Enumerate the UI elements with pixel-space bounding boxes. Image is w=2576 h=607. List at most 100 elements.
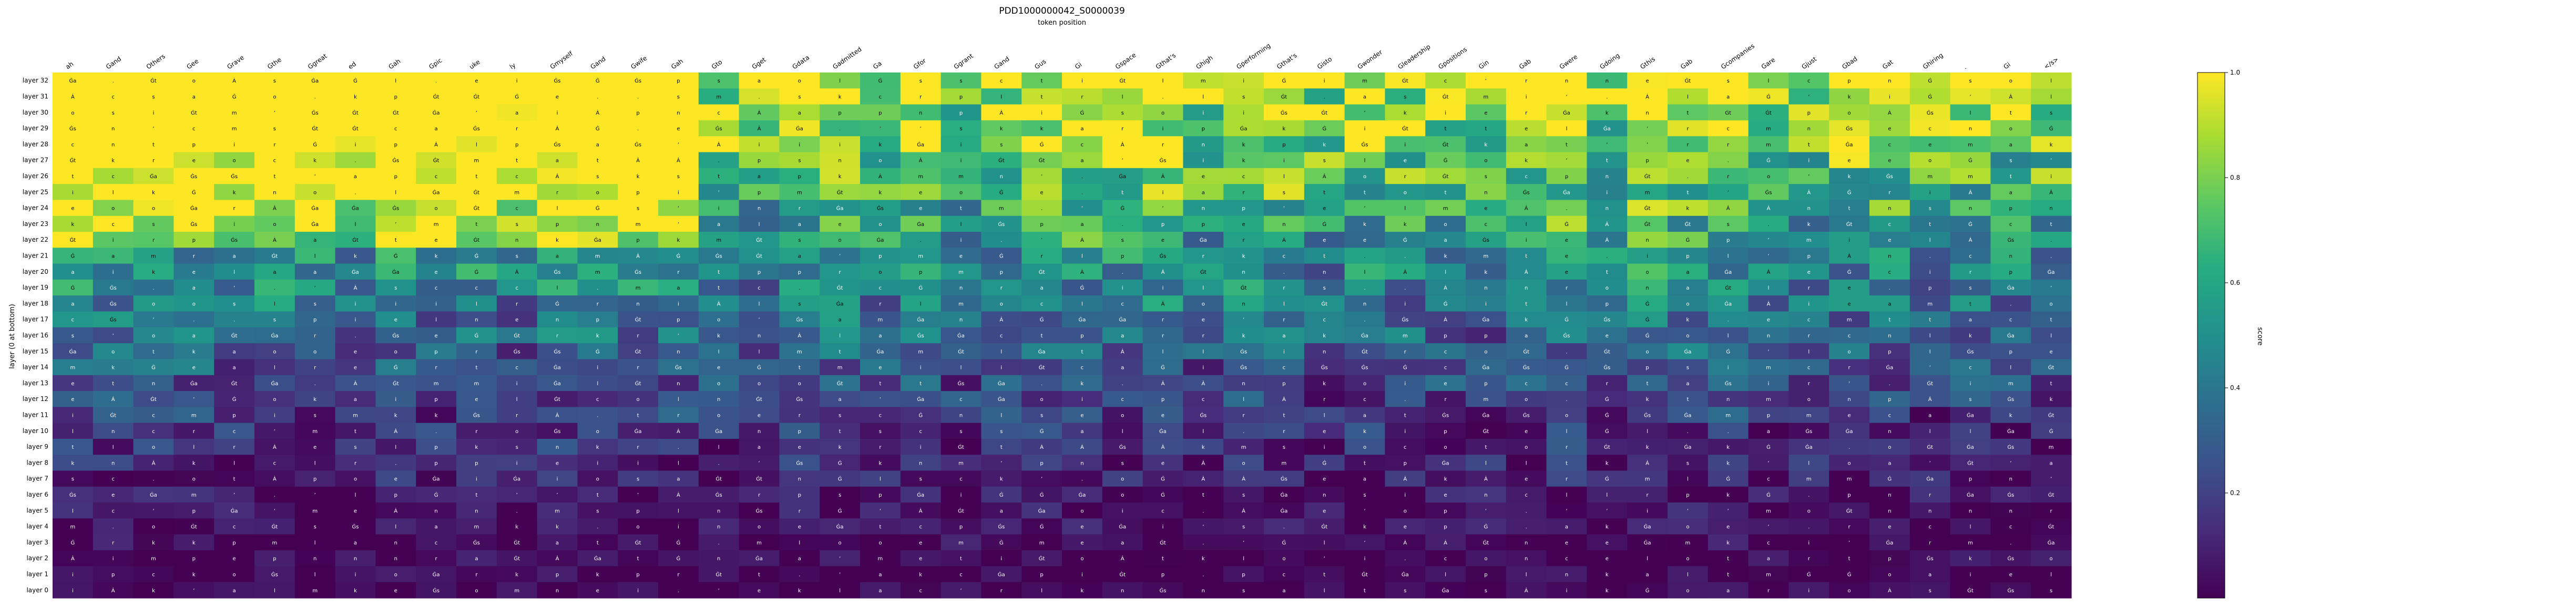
heatmap-cell-token: n xyxy=(1847,397,1851,403)
heatmap-cell xyxy=(1102,184,1143,201)
heatmap-cell-token: ’ xyxy=(1848,540,1850,546)
heatmap-cell-token: c xyxy=(1888,270,1892,275)
heatmap-cell xyxy=(1385,327,1426,344)
heatmap-cell-token: Ġs xyxy=(271,571,278,578)
heatmap-cell-token: t xyxy=(1202,492,1204,498)
heatmap-cell-token: Ġs xyxy=(2007,491,2014,498)
heatmap-cell-token: Ġt xyxy=(1927,380,1933,387)
heatmap-cell xyxy=(53,359,94,376)
heatmap-cell-token: m xyxy=(191,492,197,498)
heatmap-cell-token: i xyxy=(1566,588,1568,594)
heatmap-cell xyxy=(981,136,1022,153)
heatmap-cell-token: o xyxy=(1807,508,1811,514)
heatmap-cell xyxy=(860,215,901,232)
heatmap-cell-token: n xyxy=(1484,285,1487,291)
heatmap-cell-token: m xyxy=(1645,190,1650,196)
heatmap-cell xyxy=(698,104,740,121)
heatmap-cell xyxy=(1708,104,1749,121)
heatmap-cell xyxy=(1102,279,1143,296)
heatmap-cell-token: l xyxy=(1283,174,1285,180)
heatmap-cell xyxy=(900,120,942,137)
heatmap-cell xyxy=(53,168,94,184)
heatmap-cell xyxy=(375,215,416,232)
heatmap-cell xyxy=(416,184,457,201)
heatmap-cell-token: p xyxy=(1040,460,1043,466)
heatmap-cell-token: l xyxy=(1808,460,1810,466)
heatmap-cell-token: k xyxy=(1242,142,1245,148)
heatmap-cell-token: n xyxy=(1645,238,1649,243)
heatmap-cell-token: k xyxy=(1363,222,1366,228)
heatmap-cell xyxy=(779,104,820,121)
heatmap-cell xyxy=(1829,248,1870,264)
heatmap-cell-token: l xyxy=(1202,285,1204,291)
heatmap-cell-token: ’ xyxy=(1364,540,1365,546)
heatmap-cell-token: . xyxy=(274,492,275,498)
heatmap-cell-token: Ȧ xyxy=(1282,396,1286,403)
heatmap-cell-token: ’ xyxy=(718,588,720,594)
heatmap-cell-token: r xyxy=(152,158,155,164)
heatmap-cell-token: p xyxy=(1040,222,1043,228)
heatmap-cell-token: Ġ xyxy=(1766,444,1771,450)
heatmap-cell-token: Ġ xyxy=(1444,300,1448,307)
heatmap-cell-token: r xyxy=(919,94,922,100)
heatmap-cell xyxy=(1466,359,1507,376)
heatmap-cell xyxy=(93,279,134,296)
heatmap-cell-token: l xyxy=(678,397,679,403)
heatmap-cell xyxy=(2031,327,2072,344)
heatmap-cell-token: n xyxy=(1282,222,1285,228)
heatmap-cell xyxy=(739,152,780,169)
heatmap-cell xyxy=(1021,200,1062,217)
heatmap-cell-token: a xyxy=(192,94,196,100)
heatmap-cell-token: p xyxy=(1807,253,1811,259)
heatmap-cell-token: l xyxy=(2050,333,2052,339)
heatmap-cell-token: e xyxy=(1323,477,1326,482)
heatmap-cell xyxy=(739,168,780,184)
heatmap-cell-token: Ȧ xyxy=(677,491,680,498)
heatmap-cell-token: c xyxy=(2009,524,2012,530)
heatmap-cell-token: o xyxy=(596,190,599,196)
heatmap-cell xyxy=(375,136,416,153)
heatmap-cell-token: o xyxy=(152,206,155,212)
heatmap-cell-token: . xyxy=(1889,381,1890,387)
heatmap-cell-token: a xyxy=(1767,429,1770,435)
heatmap-cell-token: Ġa xyxy=(715,428,722,435)
heatmap-cell-token: p xyxy=(1847,492,1851,498)
heatmap-cell xyxy=(416,343,457,360)
heatmap-cell-token: t xyxy=(1888,317,1890,323)
heatmap-cell-token: i xyxy=(1202,110,1204,116)
heatmap-cell-token: Ġt xyxy=(191,109,197,116)
heatmap-cell xyxy=(739,311,780,328)
heatmap-cell xyxy=(698,232,740,248)
heatmap-cell-token: Ġt xyxy=(474,189,480,196)
heatmap-cell xyxy=(1466,168,1507,184)
heatmap-cell xyxy=(577,359,618,376)
heatmap-cell-token: o xyxy=(1040,397,1044,403)
heatmap-cell-token: c xyxy=(111,174,115,180)
x-tick-label: Gget xyxy=(751,56,768,70)
heatmap-cell-token: e xyxy=(1080,524,1083,530)
heatmap-cell xyxy=(1102,152,1143,169)
heatmap-cell-token: a xyxy=(233,349,236,355)
heatmap-cell-token: m xyxy=(716,94,721,100)
heatmap-cell xyxy=(496,200,538,217)
heatmap-cell xyxy=(779,359,820,376)
heatmap-cell-token: o xyxy=(1202,301,1205,307)
heatmap-cell xyxy=(860,88,901,105)
heatmap-cell-token: k xyxy=(1202,445,1205,450)
heatmap-cell xyxy=(1788,200,1829,217)
heatmap-cell-token: . xyxy=(354,190,356,196)
heatmap-cell-token: i xyxy=(1647,508,1648,514)
heatmap-cell xyxy=(254,343,295,360)
heatmap-cell-token: l xyxy=(839,588,841,594)
heatmap-cell xyxy=(1506,120,1547,137)
heatmap-cell xyxy=(294,200,336,217)
heatmap-cell xyxy=(1425,152,1466,169)
heatmap-cell-token: m xyxy=(878,556,883,562)
heatmap-cell-token: Ġt xyxy=(1443,93,1449,100)
heatmap-cell xyxy=(1304,215,1345,232)
heatmap-cell-token: r xyxy=(556,333,559,339)
heatmap-cell-token: Ȧ xyxy=(999,109,1003,116)
heatmap-cell xyxy=(456,184,497,201)
heatmap-cell xyxy=(1587,343,1628,360)
